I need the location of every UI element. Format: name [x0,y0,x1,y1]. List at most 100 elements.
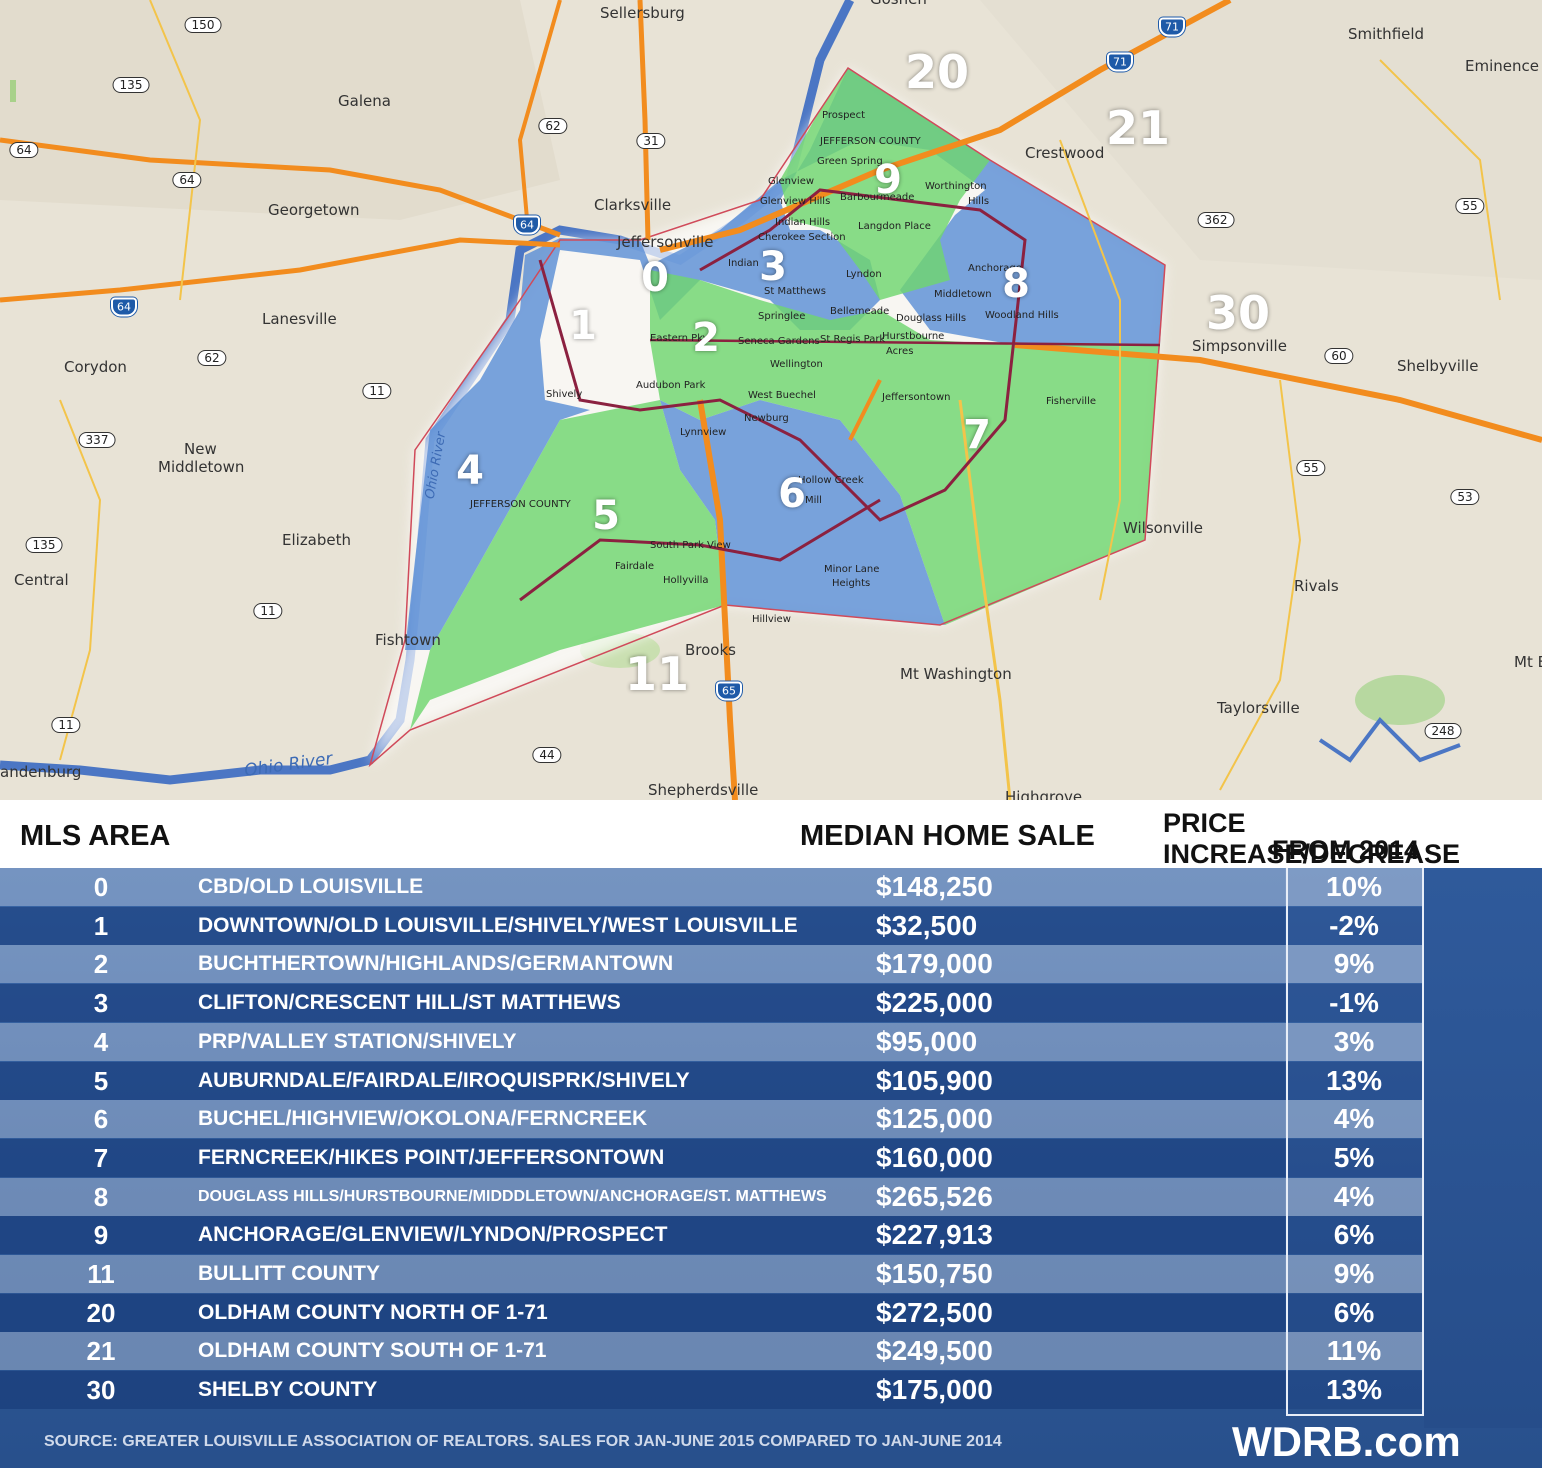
change-cell-bg [1285,1371,1423,1410]
place-label: Hillview [752,614,791,625]
median-price: $160,000 [876,1141,993,1173]
route-shield: 31 [636,133,666,149]
median-price: $32,500 [876,909,978,941]
area-number: 5 [93,1065,109,1096]
interstate-shield: 64 [514,215,540,235]
table-header: MLS AREA MEDIAN HOME SALE PRICE INCREASE… [0,800,1542,869]
town-label: Shepherdsville [648,781,759,799]
area-name: ANCHORAGE/GLENVIEW/LYNDON/PROSPECT [198,1223,668,1247]
place-label: Green Spring [817,156,883,167]
area-number: 11 [87,1259,115,1289]
change-cell-bg [1285,1293,1423,1332]
place-label: St Regis Park [820,334,886,345]
town-label: Goshen [870,0,927,8]
place-label: Cherokee Section [758,232,846,243]
route-shield: 55 [1296,460,1326,476]
median-price: $227,913 [876,1219,993,1251]
route-shield: 337 [78,432,116,448]
place-label: Barbourmeade [840,192,915,203]
table-row [0,868,1285,906]
place-label: Minor Lane [824,564,880,575]
town-label: Corydon [64,358,127,376]
change-cell-bg [1285,945,1423,984]
change-cell-bg [1285,906,1423,945]
median-price: $175,000 [876,1374,993,1406]
place-label: Glenview Hills [760,196,831,207]
route-shield: 60 [1324,348,1354,364]
mls-area-label: 21 [1105,101,1171,155]
place-label: Hollyvilla [663,575,709,586]
change-cell-bg [1285,1022,1423,1061]
median-price: $249,500 [876,1335,993,1367]
place-label: Middletown [934,289,992,300]
change-cell-bg [1285,1061,1423,1100]
place-label: Newburg [744,413,789,424]
area-number: 0 [93,872,109,902]
header-price-change-line1: PRICE INCREASE/DECREASE [1163,808,1461,869]
price-change: 9% [1333,1258,1375,1289]
change-cell-bg [1285,1100,1423,1139]
price-change: 3% [1333,1025,1375,1057]
place-label: Acres [886,346,914,357]
area-number: 2 [93,949,109,980]
price-change: -1% [1329,987,1379,1019]
area-number: 1 [93,910,109,941]
area-number: 6 [93,1104,109,1135]
area-number: 20 [86,1297,116,1328]
place-label: Hollow Creek [798,475,864,486]
brand-logo-text: WDRB.com [1232,1418,1461,1465]
route-shield: 11 [253,603,283,619]
town-label: Fishtown [375,631,441,649]
table-row [0,1371,1285,1410]
place-label: Lyndon [846,269,882,280]
area-name: CBD/OLD LOUISVILLE [198,875,424,898]
change-cell-bg [1285,984,1423,1023]
town-label: Middletown [158,458,245,476]
price-change: 4% [1333,1103,1375,1135]
area-name: BUCHTHERTOWN/HIGHLANDS/GERMANTOWN [198,952,674,976]
place-label: Shively [546,389,583,400]
median-price: $148,250 [876,871,993,902]
town-label: Shelbyville [1397,357,1479,375]
place-label: Fairdale [615,561,655,572]
town-label: Lanesville [262,310,337,328]
place-label: JEFFERSON COUNTY [820,136,921,147]
change-cell-bg [1285,1255,1423,1293]
route-shield: 135 [25,537,63,553]
route-shield: 11 [51,717,81,733]
change-column-frame [1286,868,1424,1416]
place-label: Eastern Pky [650,333,709,344]
town-label: Highgrove [1005,788,1083,800]
change-cell-bg [1285,1138,1423,1177]
route-shield: 62 [538,118,568,134]
place-label: Seneca Gardens [738,336,820,347]
place-label: Audubon Park [636,380,706,391]
place-label: JEFFERSON COUNTY [470,499,571,510]
header-median-home-sale: MEDIAN HOME SALE [800,820,1095,852]
table-row [0,1100,1285,1139]
route-shield: 150 [184,17,222,33]
place-label: Worthington [925,181,987,192]
median-price: $179,000 [876,948,993,980]
town-label: Smithfield [1348,25,1425,43]
town-label: Simpsonville [1192,337,1287,355]
area-number: 4 [93,1026,109,1057]
mls-area-label: 3 [759,244,787,290]
place-label: Heights [832,578,871,589]
price-change: 6% [1333,1219,1375,1251]
town-label: Crestwood [1025,144,1105,162]
route-shield: 44 [532,747,562,763]
table-row [0,1332,1285,1371]
source-note: SOURCE: GREATER LOUISVILLE ASSOCIATION O… [44,1433,1002,1450]
route-shield: 248 [1424,723,1462,739]
median-price: $95,000 [876,1025,978,1057]
change-cell-bg [1285,1216,1423,1255]
table-row [0,1022,1285,1061]
area-name: OLDHAM COUNTY NORTH OF 1-71 [198,1300,548,1324]
place-label: Jeffersontown [882,392,951,403]
interstate-shield: 71 [1107,52,1133,72]
mls-area-label: 20 [904,45,970,99]
place-label: Anchorage [968,263,1022,274]
header-price-change-line2: FROM 2014 [1272,835,1420,865]
place-label: Lynnview [680,427,727,438]
